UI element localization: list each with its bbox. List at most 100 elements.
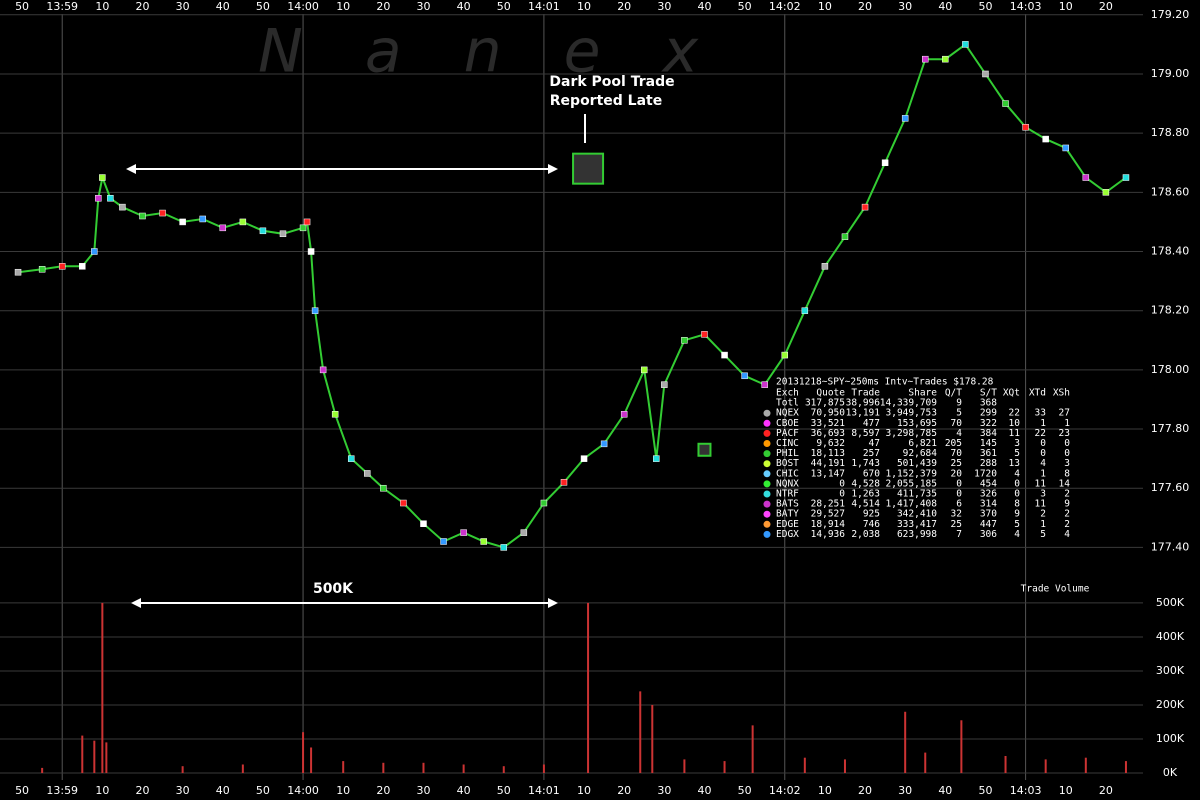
trade-marker	[1022, 123, 1029, 131]
trade-marker	[347, 455, 355, 462]
table-cell: BATY	[776, 509, 799, 520]
volume-bar	[101, 602, 104, 773]
trade-marker	[681, 337, 688, 344]
trade-marker	[319, 366, 327, 374]
table-header: Share	[908, 388, 937, 399]
table-cell: EDGE	[776, 519, 799, 530]
exchange-marker	[763, 520, 771, 528]
table-cell: 18,113	[811, 448, 845, 459]
table-cell: 25	[951, 458, 962, 469]
x-tick-label: 14:01	[528, 784, 560, 797]
table-cell: 32	[951, 509, 962, 520]
table-cell: 6	[956, 499, 962, 510]
table-cell: 10	[1009, 418, 1021, 429]
table-cell: 454	[980, 478, 997, 489]
y-tick-label: 200K	[1156, 698, 1185, 711]
volume-bar	[751, 725, 754, 773]
table-cell: 28,251	[811, 499, 846, 510]
table-cell: 1	[1040, 418, 1046, 429]
table-cell: 18,914	[811, 519, 846, 530]
table-cell: 670	[863, 468, 880, 479]
table-cell: NQEX	[776, 408, 799, 419]
table-cell: 22	[1009, 408, 1020, 419]
x-tick-label: 40	[938, 784, 952, 797]
x-tick-label: 40	[938, 0, 952, 13]
volume-bar	[542, 764, 545, 773]
trade-marker	[1062, 144, 1069, 152]
volume-bar	[924, 752, 927, 773]
x-tick-label: 50	[497, 0, 511, 13]
table-cell: 0	[1014, 489, 1020, 500]
table-cell: 4	[1014, 529, 1020, 540]
table-cell: 1,152,379	[886, 468, 938, 479]
table-cell: 7	[956, 529, 962, 540]
trade-marker	[279, 230, 287, 238]
x-tick-label: 50	[738, 784, 752, 797]
table-cell: 326	[980, 489, 997, 500]
arrow-head	[126, 164, 136, 174]
price-line	[17, 42, 1127, 549]
x-tick-label: 14:03	[1010, 0, 1042, 13]
trade-marker	[307, 248, 315, 255]
trade-marker	[701, 331, 708, 338]
table-cell: 257	[863, 448, 880, 459]
volume-bar	[587, 602, 590, 773]
table-cell: 0	[1014, 478, 1020, 489]
table-cell: NTRF	[776, 489, 799, 500]
table-cell: 0	[839, 489, 845, 500]
y-tick-label: 179.20	[1151, 8, 1190, 21]
arrows	[126, 114, 586, 608]
trade-marker	[219, 224, 227, 232]
y-tick-label: 0K	[1163, 766, 1178, 779]
trade-marker	[38, 266, 46, 273]
table-cell: 1	[1040, 519, 1046, 530]
x-tick-label: 40	[216, 784, 230, 797]
table-cell: 306	[980, 529, 997, 540]
x-tick-label: 20	[617, 784, 631, 797]
x-tick-label: 13:59	[46, 0, 78, 13]
trade-marker	[560, 479, 568, 486]
x-tick-label: 20	[135, 0, 149, 13]
trade-marker	[982, 70, 989, 78]
exchange-marker	[763, 409, 771, 417]
exchange-marker	[763, 460, 771, 468]
table-cell: 4	[956, 428, 962, 439]
x-tick-label: 10	[95, 0, 109, 13]
volume-bar	[382, 762, 385, 773]
x-tick-label: 50	[978, 0, 992, 13]
table-cell: 4	[1064, 529, 1070, 540]
table-cell: 3	[1064, 458, 1070, 469]
trade-marker	[721, 351, 728, 359]
table-cell: 9	[956, 398, 962, 409]
trade-marker	[460, 529, 467, 536]
x-tick-label: 10	[1059, 0, 1073, 13]
watermark: Nanex	[258, 17, 760, 87]
volume-bar	[651, 704, 654, 773]
table-header: XTd	[1029, 388, 1046, 399]
x-tick-label: 40	[697, 784, 711, 797]
table-cell: 11	[1009, 428, 1021, 439]
table-cell: Totl	[776, 398, 799, 409]
table-cell: 1720	[974, 468, 997, 479]
trade-marker	[58, 263, 66, 270]
annotation: Dark Pool Trade	[549, 74, 674, 90]
table-cell: 477	[863, 418, 880, 429]
table-cell: 14,339,709	[880, 398, 937, 409]
trade-marker	[922, 55, 929, 63]
table-title: 20131218~SPY~250ms Intv~Trades $178.28	[776, 377, 994, 388]
y-tick-label: 178.20	[1151, 304, 1190, 317]
table-cell: 2	[1064, 509, 1070, 520]
table-cell: 3	[1014, 438, 1020, 449]
table-cell: 70	[951, 418, 963, 429]
trade-marker	[653, 455, 660, 462]
x-tick-label: 50	[256, 784, 270, 797]
table-cell: PHIL	[776, 448, 799, 459]
x-tick-label: 50	[15, 0, 29, 13]
trade-marker	[821, 263, 829, 270]
exchange-marker	[763, 440, 771, 447]
x-tick-label: 14:00	[287, 784, 319, 797]
table-cell: 70	[951, 448, 963, 459]
x-tick-label: 20	[858, 784, 872, 797]
